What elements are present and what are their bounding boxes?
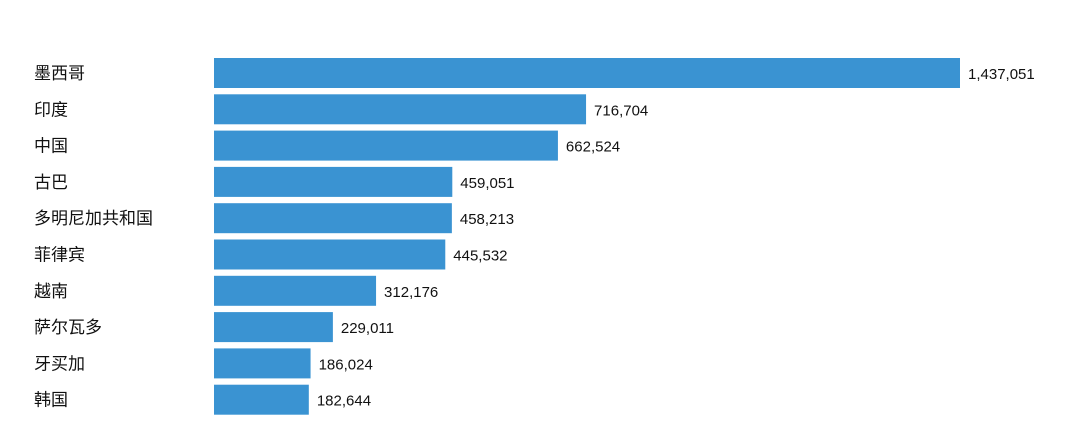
bar-row: 越南 312,176 xyxy=(34,275,438,306)
value-label: 1,437,051 xyxy=(968,66,1035,83)
bar-row: 中国 662,524 xyxy=(34,130,620,161)
bar xyxy=(214,94,587,125)
bar-row: 古巴 459,051 xyxy=(34,166,515,197)
bar xyxy=(214,275,377,306)
bar-row: 印度 716,704 xyxy=(34,94,648,125)
value-label: 459,051 xyxy=(460,175,514,192)
bar xyxy=(214,130,558,161)
bar xyxy=(214,239,446,270)
category-label: 墨西哥 xyxy=(34,64,85,84)
category-label: 牙买加 xyxy=(34,354,85,374)
value-label: 716,704 xyxy=(594,102,648,119)
bar-row: 菲律宾 445,532 xyxy=(34,239,508,270)
bar-row: 牙买加 186,024 xyxy=(34,348,373,379)
value-label: 186,024 xyxy=(319,356,373,373)
value-label: 229,011 xyxy=(341,320,394,337)
bar xyxy=(214,203,452,234)
value-label: 458,213 xyxy=(460,211,514,228)
bar-row: 韩国 182,644 xyxy=(34,384,371,415)
category-label: 中国 xyxy=(34,137,68,157)
category-label: 越南 xyxy=(34,282,68,302)
category-label: 印度 xyxy=(34,100,68,120)
category-label: 韩国 xyxy=(34,391,68,411)
value-label: 445,532 xyxy=(453,248,507,265)
category-label: 多明尼加共和国 xyxy=(34,209,153,229)
category-label: 古巴 xyxy=(34,173,68,193)
bar xyxy=(214,58,960,88)
value-label: 312,176 xyxy=(384,284,438,301)
bar-row: 墨西哥 1,437,051 xyxy=(34,58,1035,88)
category-label: 菲律宾 xyxy=(34,246,85,266)
bar xyxy=(214,166,453,197)
bar-row: 多明尼加共和国 458,213 xyxy=(34,203,514,234)
bar xyxy=(214,384,309,415)
bar xyxy=(214,312,333,343)
value-label: 662,524 xyxy=(566,139,620,156)
category-label: 萨尔瓦多 xyxy=(34,318,102,338)
value-label: 182,644 xyxy=(317,393,371,410)
bar xyxy=(214,348,311,379)
bar-row: 萨尔瓦多 229,011 xyxy=(34,312,394,343)
